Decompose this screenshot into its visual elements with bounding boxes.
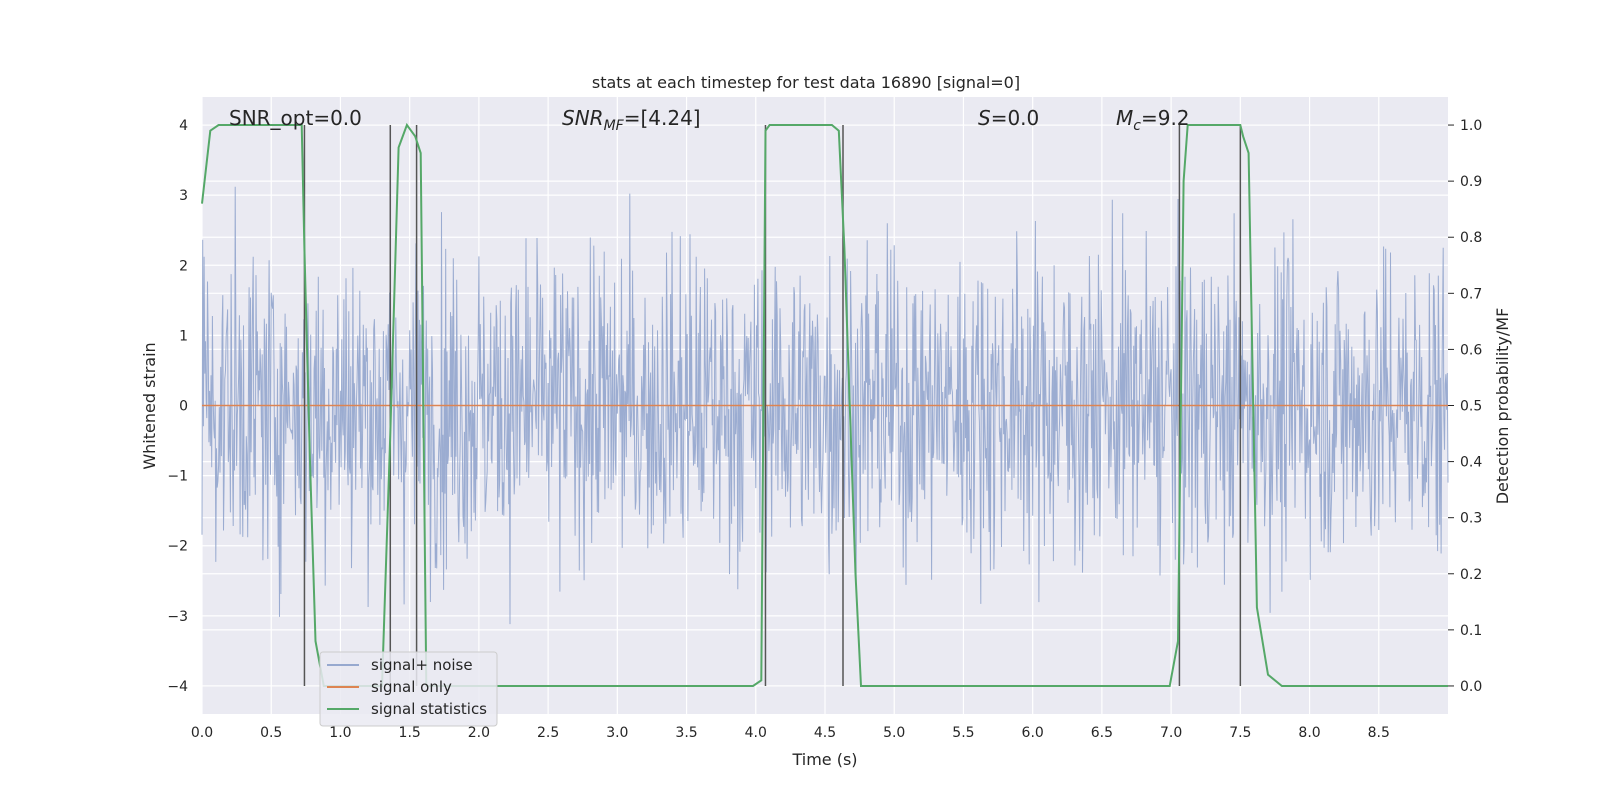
x-axis-label: Time (s): [791, 750, 857, 769]
x-tick-label: 5.0: [883, 725, 905, 741]
x-tick-label: 0.0: [191, 725, 213, 741]
snr-mf-label: SNR: [562, 106, 604, 130]
y-tick-label: 3: [179, 188, 188, 204]
x-tick-label: 8.5: [1368, 725, 1390, 741]
snr-opt-annotation: SNR_opt=0.0: [229, 106, 362, 130]
x-tick-label: 7.0: [1160, 725, 1182, 741]
x-tick-label: 1.0: [329, 725, 351, 741]
y2-tick-label: 0.6: [1460, 342, 1482, 358]
y-tick-label: 0: [179, 399, 188, 415]
x-tick-label: 3.5: [675, 725, 697, 741]
y2-tick-label: 0.3: [1460, 511, 1482, 527]
mc-annotation: Mc=9.2: [1116, 106, 1190, 134]
y2-tick-label: 0.2: [1460, 567, 1482, 583]
x-tick-label: 8.0: [1298, 725, 1320, 741]
y-tick-label: −1: [167, 469, 188, 485]
x-tick-labels: 0.0 0.5 1.0 1.5 2.0 2.5 3.0 3.5 4.0 4.5 5.0 5.5 6.0 6…: [191, 725, 1390, 741]
y-tick-label: 2: [179, 258, 188, 274]
snr-mf-annotation: SNRMF=[4.24]: [562, 106, 701, 134]
mc-subscript: c: [1133, 118, 1141, 134]
x-tick-label: 0.5: [260, 725, 282, 741]
x-tick-label: 4.0: [745, 725, 767, 741]
y-tick-label: −2: [167, 539, 188, 555]
y-tick-labels: −4 −3 −2 −1 0 1 2 3 4: [167, 118, 188, 695]
y2-tick-label: 0.1: [1460, 623, 1482, 639]
y2-tick-label: 0.0: [1460, 679, 1482, 695]
snr-mf-value: =[4.24]: [624, 106, 701, 130]
x-tick-label: 2.5: [537, 725, 559, 741]
y2-tick-label: 0.5: [1460, 399, 1482, 415]
x-tick-label: 2.0: [468, 725, 490, 741]
y2-tick-label: 0.7: [1460, 286, 1482, 302]
y-tick-label: 4: [179, 118, 188, 134]
y2-tick-label: 1.0: [1460, 118, 1482, 134]
x-tick-label: 5.5: [952, 725, 974, 741]
signal-statistics-series: [201, 122, 1448, 687]
x-tick-label: 7.5: [1229, 725, 1251, 741]
x-tick-label: 6.5: [1091, 725, 1113, 741]
y2-axis-label: Detection probability/MF: [1493, 308, 1512, 505]
s-annotation: S=0.0: [978, 106, 1039, 130]
x-tick-label: 4.5: [814, 725, 836, 741]
y2-tick-label: 0.4: [1460, 455, 1482, 471]
legend: signal+ noise signal only signal statist…: [319, 651, 498, 727]
legend-label-noise: signal+ noise: [371, 656, 473, 674]
legend-label-stats: signal statistics: [371, 700, 487, 718]
x-tick-label: 3.0: [606, 725, 628, 741]
mc-label: M: [1116, 106, 1133, 130]
snr-mf-subscript: MF: [604, 118, 625, 134]
mc-value: =9.2: [1141, 106, 1190, 130]
x-tick-label: 1.5: [399, 725, 421, 741]
y-tick-label: 1: [179, 328, 188, 344]
y2-tick-labels: 0.0 0.1 0.2 0.3 0.4 0.5 0.6 0.7 0.8 0.9 1.0: [1448, 118, 1482, 695]
legend-box: [319, 651, 498, 727]
s-value: =0.0: [991, 106, 1040, 130]
y2-tick-label: 0.9: [1460, 174, 1482, 190]
y-axis-label: Whitened strain: [140, 342, 159, 469]
y-tick-label: −3: [167, 609, 188, 625]
chart-title: stats at each timestep for test data 168…: [592, 73, 1020, 92]
x-tick-label: 6.0: [1022, 725, 1044, 741]
s-label: S: [978, 106, 991, 130]
legend-label-signal: signal only: [371, 678, 452, 696]
y2-tick-label: 0.8: [1460, 230, 1482, 246]
y-tick-label: −4: [167, 679, 188, 695]
